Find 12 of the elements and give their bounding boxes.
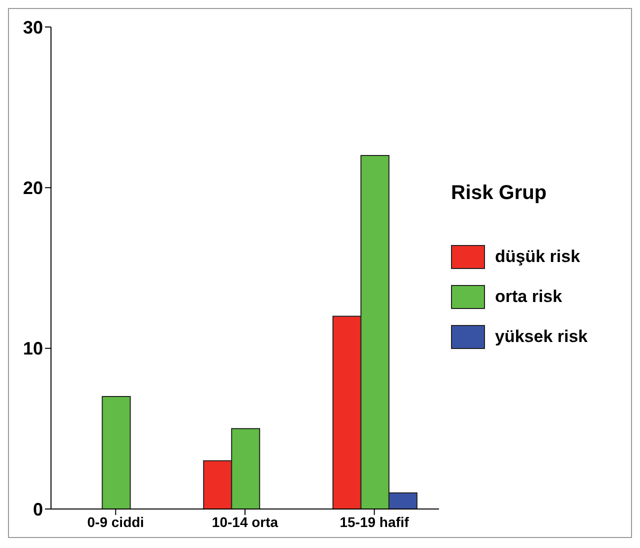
y-tick-label: 10	[22, 338, 43, 359]
legend-label: düşük risk	[495, 246, 580, 266]
y-tick-label: 0	[32, 499, 43, 520]
x-tick-label: 15-19 hafif	[340, 514, 410, 530]
y-tick-label: 20	[22, 178, 43, 198]
legend-label: yüksek risk	[495, 326, 588, 346]
x-tick-label: 10-14 orta	[212, 514, 278, 530]
bar	[102, 396, 131, 509]
x-tick-label: 0-9 ciddi	[87, 514, 144, 530]
legend-label: orta risk	[495, 286, 562, 306]
y-tick-label: 30	[22, 17, 43, 38]
legend-title: Risk Grup	[451, 182, 548, 204]
